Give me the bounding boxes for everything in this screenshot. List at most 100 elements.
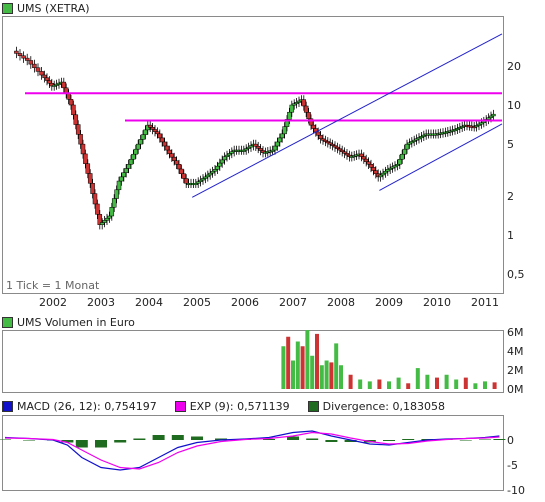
- price-candle-body: [397, 158, 403, 165]
- volume-y-tick: 6M: [507, 326, 524, 339]
- price-y-tick: 2: [507, 190, 514, 203]
- price-x-tick: 2004: [135, 296, 163, 309]
- price-candle-body: [24, 57, 30, 61]
- price-candle-body: [366, 161, 371, 165]
- macd-chart: 0 -5 -10: [0, 430, 525, 497]
- price-candle-body: [219, 159, 225, 164]
- volume-bar: [310, 355, 315, 389]
- volume-bar: [406, 383, 411, 389]
- volume-bar: [291, 360, 295, 389]
- price-candle-body: [85, 163, 91, 174]
- price-candle-body: [181, 173, 187, 179]
- price-candle-body: [140, 134, 146, 140]
- price-candle-body: [66, 93, 71, 100]
- price-candle-body: [131, 153, 136, 160]
- price-candle-body: [486, 117, 491, 120]
- price-candle-body: [157, 133, 163, 139]
- price-candle-body: [21, 55, 26, 59]
- price-candle-body: [83, 153, 88, 164]
- price-candle-body: [371, 167, 376, 171]
- divergence-bar: [325, 440, 338, 442]
- divergence-bar: [95, 440, 107, 448]
- price-candle-body: [243, 148, 249, 151]
- volume-bar: [286, 336, 291, 389]
- divergence-bar: [171, 435, 184, 440]
- price-candle-body: [301, 99, 307, 107]
- price-candle-body: [325, 141, 331, 144]
- divergence-bar: [306, 438, 319, 440]
- price-candle-body: [253, 143, 259, 147]
- volume-bar: [334, 343, 339, 389]
- volume-bar: [415, 368, 420, 389]
- divergence-legend-label: Divergence: 0,183058: [322, 399, 445, 413]
- price-candle-body: [78, 134, 83, 145]
- price-x-tick: 2010: [423, 296, 451, 309]
- price-candle-body: [143, 129, 148, 135]
- price-candle-body: [404, 143, 410, 150]
- price-candle-body: [167, 149, 172, 154]
- divergence-bar: [215, 438, 227, 440]
- macd-line: [4, 430, 500, 471]
- price-candle-body: [73, 114, 79, 125]
- volume-bar: [463, 377, 468, 389]
- price-x-tick: 2007: [279, 296, 307, 309]
- price-candle-body: [195, 181, 201, 184]
- price-candle-body: [138, 139, 143, 145]
- exp-legend-label: EXP (9): 0,571139: [189, 399, 290, 413]
- price-candle-body: [147, 124, 153, 128]
- price-x-tick: 2003: [87, 296, 115, 309]
- price-candle-body: [28, 60, 34, 65]
- price-candle-body: [275, 141, 280, 147]
- price-candle-body: [210, 170, 215, 174]
- price-candle-body: [303, 105, 309, 113]
- price-candle-body: [75, 124, 81, 135]
- volume-legend-label: UMS Volumen in Euro: [17, 315, 135, 329]
- volume-bar: [377, 379, 382, 389]
- price-candle-body: [378, 174, 383, 178]
- volume-bar: [319, 365, 324, 389]
- divergence-bar: [402, 439, 415, 440]
- price-candle-body: [114, 189, 119, 199]
- price-candle-body: [39, 71, 44, 76]
- price-candle-body: [123, 168, 129, 173]
- price-candle-body: [361, 156, 367, 160]
- price-candle-body: [402, 148, 407, 155]
- price-candle-body: [255, 146, 261, 149]
- volume-bar: [444, 374, 449, 389]
- price-candle-body: [258, 148, 263, 151]
- price-candle-body: [279, 133, 285, 139]
- price-candle-body: [90, 183, 95, 194]
- macd-swatch: [2, 400, 13, 412]
- price-panel: 20 10 5 2 1 0,5 2002 2003 2004 2005 2006 2007 2008 20…: [2, 16, 525, 309]
- volume-bar: [281, 346, 286, 389]
- price-candle-body: [373, 170, 379, 174]
- volume-y-tick: 2M: [507, 364, 524, 377]
- macd-y-tick: -5: [507, 459, 518, 472]
- volume-bar: [358, 379, 363, 389]
- price-candle-body: [399, 153, 405, 160]
- divergence-bar: [61, 440, 74, 443]
- price-candle-body: [107, 215, 112, 219]
- tick-note: 1 Tick = 1 Monat: [6, 279, 100, 292]
- price-x-tick: 2005: [183, 296, 211, 309]
- divergence-bar: [383, 440, 395, 441]
- price-candle-body: [80, 143, 86, 155]
- price-candle-body: [205, 174, 211, 178]
- volume-bar: [305, 330, 310, 389]
- volume-bar: [339, 365, 343, 389]
- volume-bar: [435, 377, 439, 389]
- exp-line: [4, 431, 500, 470]
- price-candle-body: [71, 104, 76, 116]
- price-candle-body: [176, 164, 182, 170]
- divergence-bar: [287, 436, 299, 440]
- divergence-swatch: [307, 400, 319, 412]
- price-candle-body: [155, 131, 160, 135]
- price-y-tick: 1: [507, 229, 514, 242]
- price-candle-body: [215, 165, 220, 170]
- price-candle-body: [311, 124, 316, 129]
- volume-bar: [329, 362, 334, 389]
- price-candle-body: [363, 158, 369, 162]
- divergence-bar: [493, 439, 506, 440]
- price-candle-body: [383, 170, 388, 174]
